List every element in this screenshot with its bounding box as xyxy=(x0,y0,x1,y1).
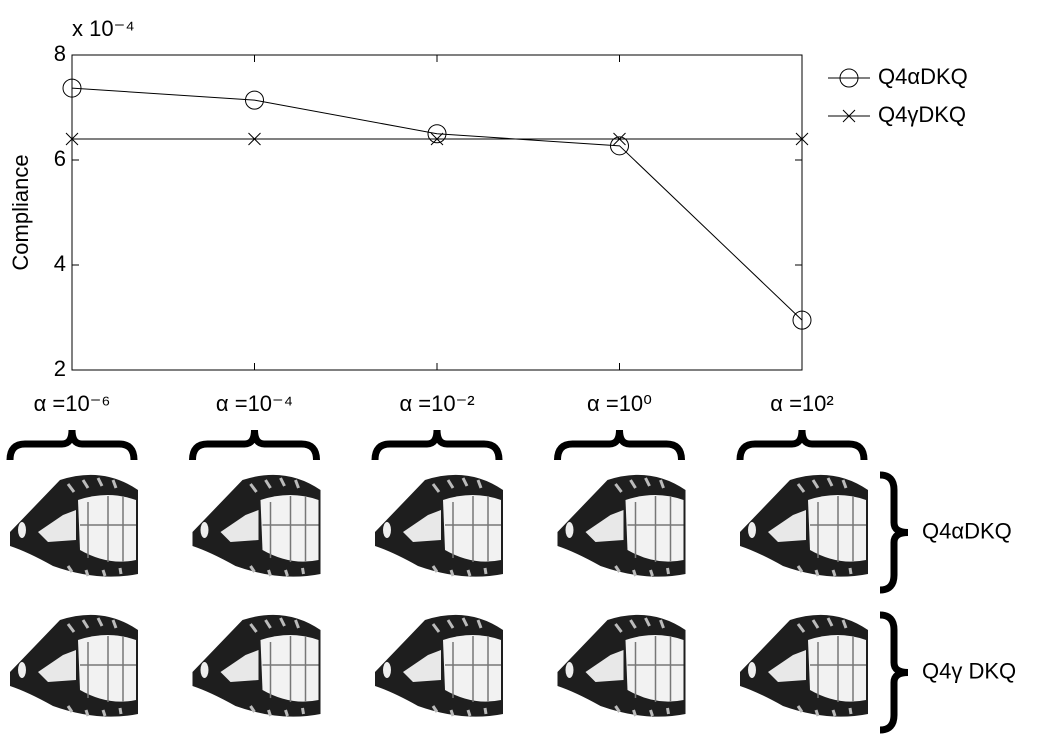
brace xyxy=(880,615,908,730)
topology-image xyxy=(193,615,321,717)
x-tick-label: α =10⁻² xyxy=(399,391,474,416)
y-tick-label: 2 xyxy=(54,356,66,381)
y-tick-label: 4 xyxy=(54,251,66,276)
topology-image xyxy=(10,615,138,717)
line xyxy=(72,88,802,320)
x-tick-label: α =10⁰ xyxy=(587,391,652,416)
y-axis-label: Compliance xyxy=(8,154,33,270)
x-tick-label: α =10² xyxy=(770,391,833,416)
brace xyxy=(740,430,864,460)
legend-label: Q4αDKQ xyxy=(878,64,968,89)
topology-image xyxy=(740,615,868,717)
y-tick-label: 6 xyxy=(54,146,66,171)
topology-image xyxy=(375,615,503,717)
y-tick-label: 8 xyxy=(54,41,66,66)
brace xyxy=(558,430,682,460)
series xyxy=(63,79,811,329)
plot-frame xyxy=(72,55,802,370)
figure: Q4αDKQ Q4γ DKQ x 10⁻⁴ Compliance 2 4 6 8 α =10⁻… xyxy=(0,0,1045,735)
brace xyxy=(375,430,499,460)
topology-image xyxy=(375,475,503,577)
x-tick-label: α =10⁻⁶ xyxy=(34,391,111,416)
topology-image xyxy=(740,475,868,577)
topology-image xyxy=(558,475,686,577)
topologies: Q4αDKQ Q4γ DKQ xyxy=(10,430,1016,730)
legend-label: Q4γDKQ xyxy=(878,102,966,127)
row-label: Q4γ DKQ xyxy=(922,658,1016,683)
topology-image xyxy=(193,475,321,577)
brace xyxy=(10,430,134,460)
brace xyxy=(193,430,317,460)
topology-image xyxy=(558,615,686,717)
row-label: Q4αDKQ xyxy=(922,518,1012,543)
topology-image xyxy=(10,475,138,577)
x-tick-label: α =10⁻⁴ xyxy=(216,391,293,416)
brace xyxy=(880,475,908,590)
y-multiplier: x 10⁻⁴ xyxy=(72,16,135,41)
